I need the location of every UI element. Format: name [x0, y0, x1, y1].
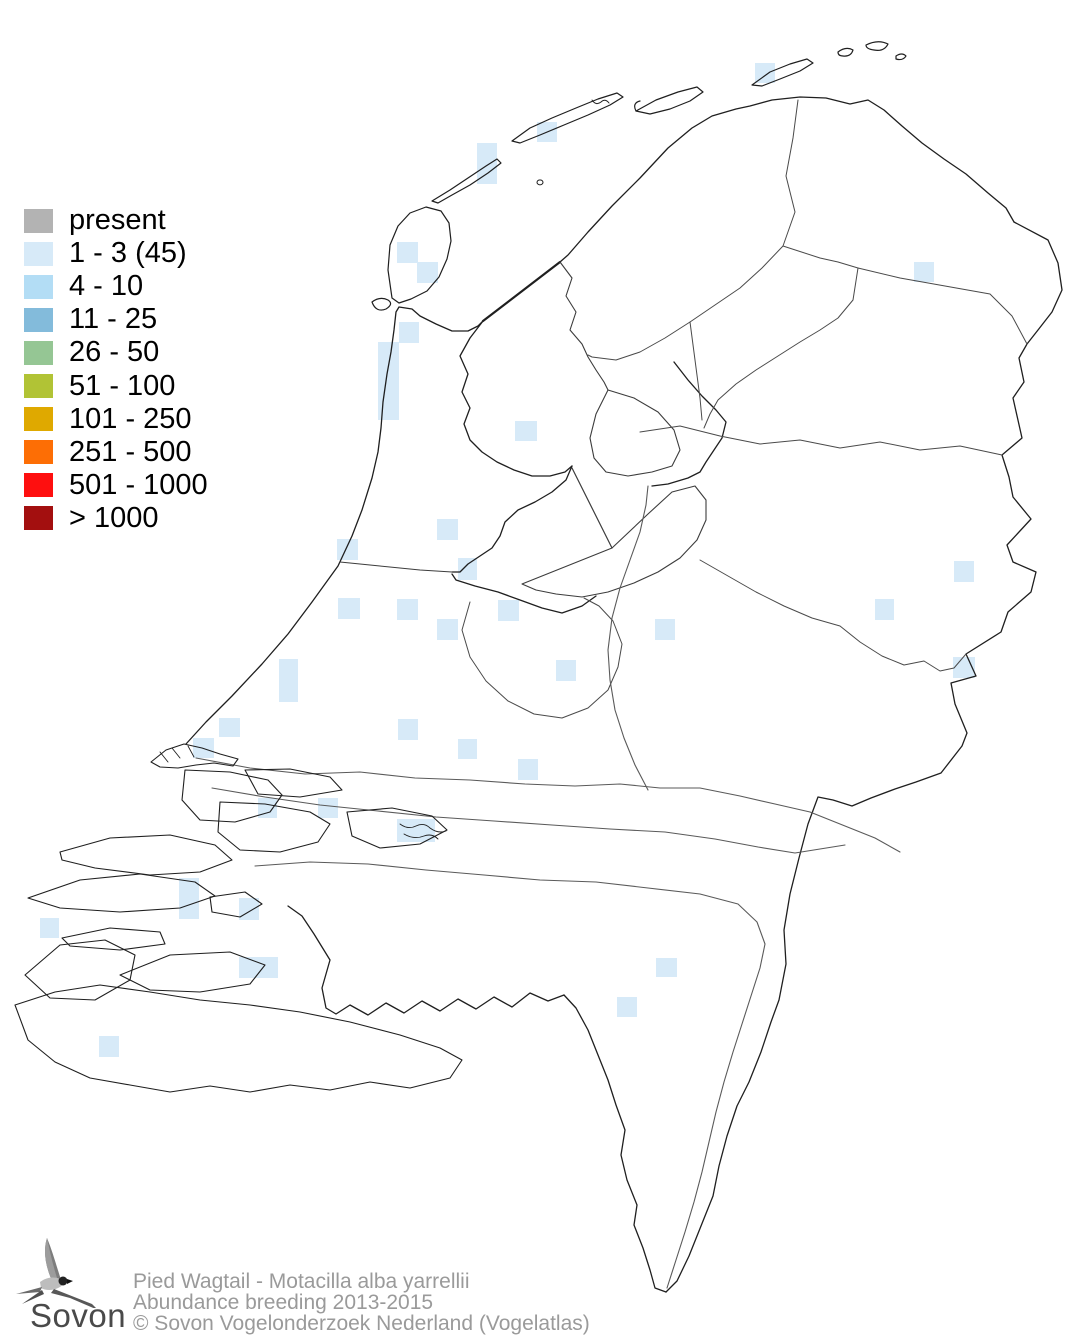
legend-label: 51 - 100 [69, 369, 176, 402]
abundance-square [515, 421, 537, 441]
legend-label: present [69, 204, 166, 237]
legend-row-9: > 1000 [24, 502, 208, 535]
abundance-square [437, 619, 458, 640]
abundance-square [617, 997, 637, 1017]
sovon-logo-text: Sovon [30, 1297, 127, 1334]
polders [521, 261, 707, 598]
legend-swatch [24, 274, 53, 299]
abundance-square [337, 539, 358, 560]
abundance-square [458, 739, 477, 759]
afsluitdijk-line [481, 260, 562, 323]
abundance-square [437, 519, 458, 540]
abundance-square [954, 561, 974, 582]
abundance-squares-layer [40, 63, 975, 1057]
rivers [195, 485, 901, 1289]
legend-label: 26 - 50 [69, 336, 160, 369]
legend-swatch [24, 506, 53, 531]
abundance-square [99, 1036, 119, 1057]
abundance-square [875, 599, 894, 620]
legend-swatch [24, 241, 53, 266]
legend-label: 501 - 1000 [69, 468, 208, 501]
abundance-square [398, 719, 418, 740]
legend-label: 4 - 10 [69, 270, 144, 303]
species-title: Pied Wagtail - Motacilla alba yarrellii [133, 1270, 470, 1293]
abundance-square [239, 957, 278, 978]
legend-label: 11 - 25 [69, 303, 158, 336]
map-subtitle: Abundance breeding 2013-2015 [133, 1291, 434, 1314]
abundance-square [498, 600, 519, 621]
abundance-square [40, 918, 59, 938]
map-caption: Pied Wagtail - Motacilla alba yarrellii … [133, 1271, 590, 1334]
legend-row-2: 4 - 10 [24, 270, 208, 303]
abundance-square [338, 598, 360, 619]
abundance-square [399, 322, 419, 343]
abundance-square [397, 599, 418, 620]
abundance-square [477, 143, 497, 184]
sovon-swallow-logo-icon [16, 1238, 96, 1308]
legend-row-0: present [24, 204, 208, 237]
abundance-square [179, 878, 199, 919]
legend-row-8: 501 - 1000 [24, 469, 208, 502]
abundance-square [518, 759, 538, 780]
abundance-square [458, 558, 477, 580]
abundance-square [655, 619, 675, 640]
abundance-square [258, 798, 277, 818]
abundance-square [239, 898, 259, 920]
legend-swatch [24, 307, 53, 332]
copyright-line: © Sovon Vogelonderzoek Nederland (Vogela… [133, 1312, 590, 1335]
legend-swatch [24, 340, 53, 365]
legend-label: > 1000 [69, 501, 159, 534]
legend-row-7: 251 - 500 [24, 436, 208, 469]
legend-row-6: 101 - 250 [24, 403, 208, 436]
delta-islands [14, 743, 463, 1093]
legend-label: 101 - 250 [69, 402, 192, 435]
province-borders [461, 99, 1028, 719]
abundance-square [219, 718, 240, 737]
abundance-square [656, 958, 677, 977]
legend-swatch [24, 407, 53, 432]
abundance-square [378, 342, 399, 420]
abundance-square [914, 262, 934, 282]
legend-row-3: 11 - 25 [24, 303, 208, 336]
noordzeekanaal-line [339, 561, 453, 573]
legend-swatch [24, 374, 53, 399]
legend-row-4: 26 - 50 [24, 336, 208, 369]
legend-swatch [24, 473, 53, 498]
legend-row-1: 1 - 3 (45) [24, 237, 208, 270]
legend-label: 251 - 500 [69, 435, 192, 468]
abundance-square [279, 659, 298, 702]
wadden-islands [371, 41, 907, 311]
legend-row-5: 51 - 100 [24, 369, 208, 402]
abundance-square [755, 63, 775, 83]
country-outline [185, 96, 1063, 1293]
abundance-square [397, 819, 435, 842]
legend-swatch [24, 440, 53, 465]
houtribdijk-line [571, 467, 613, 549]
abundance-square [556, 660, 576, 681]
abundance-square [397, 242, 418, 263]
map-legend: present 1 - 3 (45) 4 - 10 11 - 25 26 - 50 51 … [24, 204, 208, 535]
legend-label: 1 - 3 (45) [69, 237, 187, 270]
legend-swatch [24, 208, 53, 233]
abundance-square [417, 262, 438, 283]
abundance-square [318, 798, 338, 818]
